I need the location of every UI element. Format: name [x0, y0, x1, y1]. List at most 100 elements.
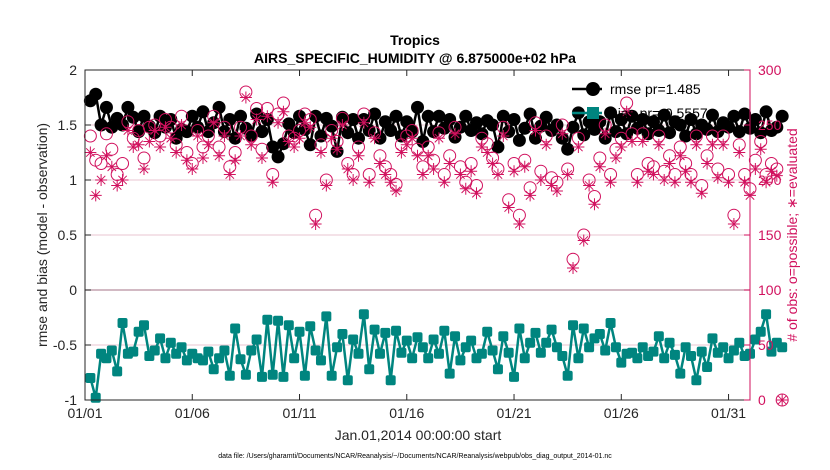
y-tick-label: -1 — [65, 392, 78, 408]
rmse-point — [421, 109, 435, 123]
evaluated-obs-point — [567, 262, 580, 274]
bias-point — [305, 321, 316, 332]
bias-point — [337, 329, 348, 339]
evaluated-obs-point — [491, 168, 504, 181]
evaluated-obs-point — [690, 138, 703, 151]
bias-point — [251, 334, 262, 345]
bias-point — [428, 334, 439, 345]
bias-point — [117, 318, 128, 328]
rmse-point — [475, 127, 489, 141]
evaluated-obs-point — [100, 149, 113, 162]
evaluated-obs-point — [207, 116, 220, 129]
rmse-point — [303, 138, 317, 152]
bias-point — [203, 346, 214, 357]
x-tick-label: 01/21 — [497, 405, 532, 421]
rmse-point — [121, 100, 135, 114]
evaluated-obs-point — [379, 168, 392, 181]
y-tick-label-right: 150 — [758, 227, 782, 243]
x-tick-label: 01/16 — [389, 405, 424, 421]
evaluated-obs-point — [368, 132, 381, 145]
evaluated-obs-point — [749, 163, 762, 175]
y-tick-label: 1 — [69, 172, 77, 188]
evaluated-obs-point — [277, 105, 290, 118]
evaluated-obs-point — [701, 157, 714, 170]
bias-point — [278, 371, 289, 382]
bias-point — [423, 353, 434, 364]
bias-point — [332, 342, 343, 353]
evaluated-obs-point — [609, 152, 622, 164]
evaluated-obs-point — [733, 146, 746, 159]
bias-point — [90, 392, 101, 403]
evaluated-obs-point — [261, 110, 274, 123]
bias-point — [728, 345, 739, 356]
rmse-point — [228, 131, 242, 145]
rmse-point — [528, 131, 542, 145]
evaluated-obs-point — [572, 141, 585, 153]
rmse-point — [137, 109, 151, 123]
evaluated-obs-point — [132, 138, 145, 151]
y-tick-label-right: 50 — [758, 337, 774, 353]
bias-point — [669, 349, 680, 360]
bias-point — [374, 348, 385, 359]
rmse-point — [368, 107, 382, 121]
evaluated-obs-point — [111, 179, 124, 192]
bias-point — [466, 335, 477, 346]
rmse-point — [234, 109, 248, 123]
evaluated-obs-point — [84, 146, 97, 159]
rmse-point — [625, 109, 639, 123]
rmse-point — [191, 120, 205, 134]
bias-point — [294, 326, 305, 337]
rmse-point — [705, 108, 719, 122]
bias-point — [106, 345, 117, 356]
evaluated-obs-point — [121, 124, 134, 137]
bias-point — [396, 347, 407, 358]
bias-point — [487, 345, 498, 356]
evaluated-obs-point — [475, 141, 488, 153]
evaluated-obs-point — [770, 169, 783, 182]
bias-point — [256, 371, 267, 382]
evaluated-obs-point — [175, 119, 188, 131]
evaluated-obs-point — [727, 218, 740, 230]
bias-point — [267, 369, 278, 380]
legend: rmse pr=1.485 bias pr=-0.5557 — [572, 81, 708, 121]
x-tick-label: 01/11 — [283, 405, 317, 421]
bias-point — [444, 368, 455, 379]
rmse-point — [775, 109, 789, 123]
rmse-point — [684, 113, 698, 126]
y-tick-label-right: 300 — [758, 62, 782, 78]
evaluated-obs-point — [615, 141, 628, 153]
rmse-point — [604, 106, 618, 120]
evaluated-obs-point — [449, 127, 462, 140]
bias-point — [675, 368, 686, 379]
evaluated-obs-point — [470, 187, 483, 200]
rmse-point — [700, 122, 714, 136]
evaluated-obs-point — [647, 168, 660, 181]
evaluated-obs-point — [105, 160, 118, 173]
bias-point — [616, 357, 627, 368]
evaluated-obs-point — [529, 124, 542, 137]
evaluated-obs-point — [459, 182, 472, 195]
x-tick-label: 01/06 — [175, 405, 210, 421]
rmse-point — [673, 118, 687, 132]
series-line — [89, 91, 784, 160]
bias-point — [551, 342, 562, 353]
evaluated-obs-point — [438, 176, 451, 189]
possible-obs-point — [116, 157, 130, 170]
evaluated-obs-point — [422, 149, 435, 162]
bias-point — [761, 309, 772, 320]
evaluated-obs-point — [636, 135, 649, 148]
bias-point — [391, 325, 402, 336]
evaluated-obs-point — [186, 163, 199, 175]
rmse-point — [641, 127, 655, 141]
bias-point — [138, 320, 149, 331]
evaluated-obs-point — [196, 152, 209, 164]
bias-point — [610, 342, 621, 353]
bias-point — [273, 315, 284, 326]
bias-point — [535, 347, 546, 358]
bias-point — [562, 370, 573, 381]
bias-point — [310, 345, 321, 356]
rmse-point — [636, 113, 650, 126]
rmse-point — [614, 113, 628, 126]
evaluated-obs-point — [272, 116, 285, 129]
rmse-point — [507, 113, 521, 126]
